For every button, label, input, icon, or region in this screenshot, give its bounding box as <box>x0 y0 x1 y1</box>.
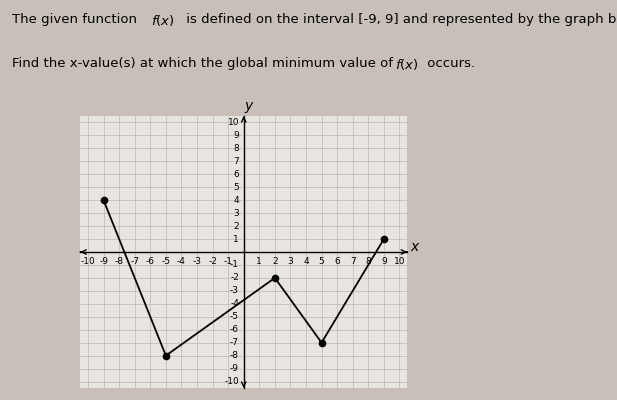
Text: -5: -5 <box>162 257 170 266</box>
Text: $f(x)$: $f(x)$ <box>395 57 418 72</box>
Text: 5: 5 <box>319 257 325 266</box>
Text: 4: 4 <box>303 257 309 266</box>
Text: -8: -8 <box>115 257 123 266</box>
Text: -10: -10 <box>225 377 239 386</box>
Text: -2: -2 <box>230 274 239 282</box>
Text: 2: 2 <box>233 222 239 230</box>
Text: 7: 7 <box>233 157 239 166</box>
Text: 2: 2 <box>272 257 278 266</box>
Text: -4: -4 <box>177 257 186 266</box>
Text: $f(x)$: $f(x)$ <box>151 13 175 28</box>
Text: -6: -6 <box>230 325 239 334</box>
Text: -7: -7 <box>130 257 139 266</box>
Text: 3: 3 <box>288 257 293 266</box>
Text: -3: -3 <box>230 286 239 295</box>
Text: 10: 10 <box>228 118 239 127</box>
Text: -1: -1 <box>230 260 239 270</box>
Text: -7: -7 <box>230 338 239 347</box>
Text: -9: -9 <box>99 257 108 266</box>
Text: x: x <box>410 240 418 254</box>
Text: -10: -10 <box>81 257 96 266</box>
Text: 1: 1 <box>233 234 239 244</box>
Text: is defined on the interval [-9, 9] and represented by the graph below.: is defined on the interval [-9, 9] and r… <box>182 13 617 26</box>
Text: occurs.: occurs. <box>423 57 474 70</box>
Text: -1: -1 <box>223 257 233 266</box>
Text: 6: 6 <box>334 257 340 266</box>
Text: 7: 7 <box>350 257 355 266</box>
Text: -2: -2 <box>208 257 217 266</box>
Text: 5: 5 <box>233 183 239 192</box>
Text: -5: -5 <box>230 312 239 321</box>
Text: 9: 9 <box>381 257 387 266</box>
Text: -8: -8 <box>230 351 239 360</box>
Text: 8: 8 <box>233 144 239 153</box>
Text: 3: 3 <box>233 209 239 218</box>
Text: -3: -3 <box>193 257 202 266</box>
Text: y: y <box>244 100 252 114</box>
Text: 4: 4 <box>233 196 239 205</box>
Text: 6: 6 <box>233 170 239 179</box>
Text: 1: 1 <box>257 257 262 266</box>
Text: The given function: The given function <box>12 13 141 26</box>
Text: Find the x-value(s) at which the global minimum value of: Find the x-value(s) at which the global … <box>12 57 397 70</box>
Text: -9: -9 <box>230 364 239 373</box>
Text: -4: -4 <box>230 299 239 308</box>
Text: 8: 8 <box>365 257 371 266</box>
Text: -6: -6 <box>146 257 155 266</box>
Text: 10: 10 <box>394 257 405 266</box>
Text: 9: 9 <box>233 131 239 140</box>
